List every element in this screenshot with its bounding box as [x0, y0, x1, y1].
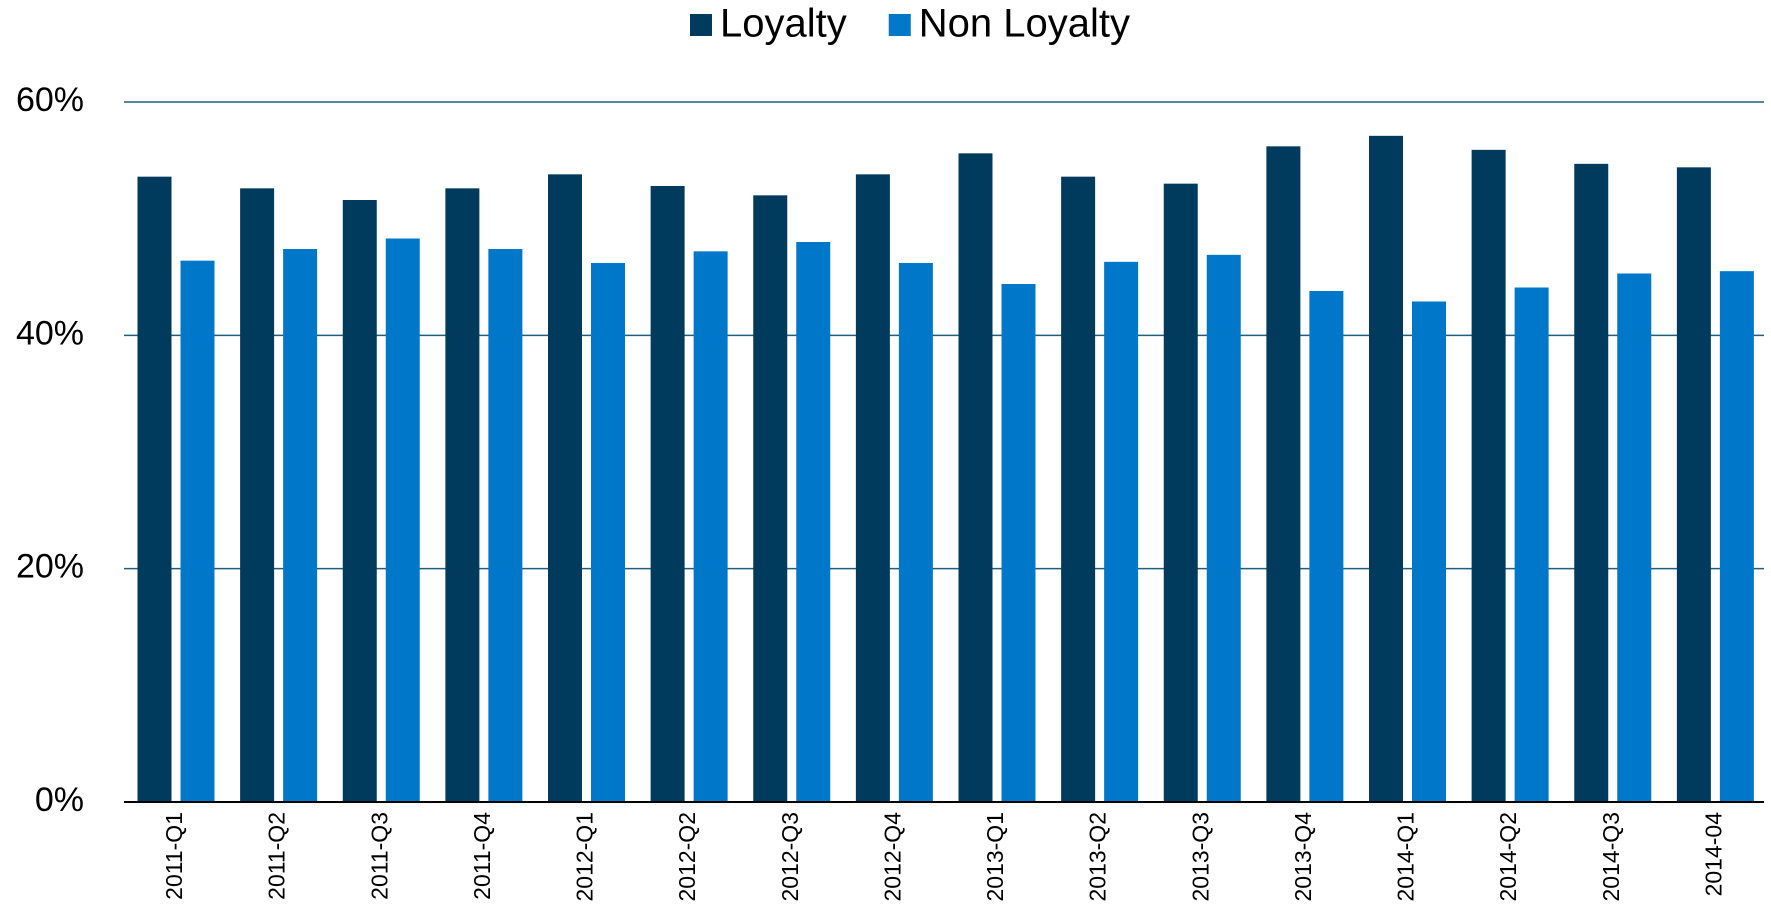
legend-swatch: [690, 14, 712, 36]
bar: [1001, 284, 1036, 802]
x-tick-label: 2013-Q4: [1290, 812, 1316, 902]
x-tick-label: 2013-Q3: [1187, 812, 1213, 902]
bar: [283, 249, 318, 802]
x-tick-label: 2011-Q4: [469, 812, 495, 900]
bar: [342, 200, 377, 802]
bar: [385, 238, 420, 802]
x-tick-label: 2011-Q1: [161, 812, 187, 900]
y-tick-label: 60%: [16, 81, 84, 119]
bar: [650, 186, 685, 802]
x-tick-label: 2013-Q2: [1085, 812, 1111, 902]
bar: [855, 174, 890, 803]
y-tick-label: 40%: [16, 314, 84, 352]
x-tick-label: 2012-Q2: [674, 812, 700, 902]
legend-label: Loyalty: [720, 2, 847, 46]
bar: [958, 153, 993, 803]
bar: [591, 263, 625, 802]
bar: [898, 263, 933, 802]
x-tick-label: 2011-Q2: [264, 812, 290, 900]
bar: [1104, 261, 1139, 802]
bar: [1163, 183, 1198, 802]
bar: [796, 242, 831, 802]
bar: [1061, 176, 1096, 802]
bar: [1206, 254, 1241, 803]
x-tick-label: 2014-Q3: [1598, 812, 1624, 902]
bar: [753, 195, 788, 803]
bar: [1369, 135, 1403, 803]
x-tick-label: 2014-Q2: [1495, 812, 1521, 902]
bar: [1514, 287, 1549, 802]
bar: [488, 249, 523, 802]
legend-label: Non Loyalty: [919, 2, 1130, 46]
bar: [1617, 273, 1652, 802]
x-tick-label: 2014-Q1: [1393, 812, 1419, 902]
x-tick-label: 2013-Q1: [982, 812, 1008, 902]
y-tick-label: 20%: [16, 548, 84, 586]
bar: [1471, 149, 1506, 803]
x-tick-label: 2012-Q3: [777, 812, 803, 902]
bar: [1309, 291, 1344, 802]
bar: [1719, 271, 1754, 803]
legend-swatch: [888, 14, 911, 36]
bar: [240, 188, 275, 803]
x-tick-label: 2011-Q3: [366, 812, 392, 900]
y-tick-label: 0%: [35, 781, 84, 819]
bar: [1266, 146, 1301, 803]
x-tick-label: 2012-Q4: [879, 812, 905, 902]
bar: [137, 176, 172, 802]
bar: [1676, 167, 1711, 803]
bar: [445, 188, 480, 803]
x-tick-label: 2014-04: [1700, 812, 1726, 897]
bar: [693, 251, 728, 803]
bar: [1412, 301, 1446, 802]
bar: [180, 260, 215, 803]
bar: [548, 174, 582, 803]
bar: [1574, 163, 1609, 803]
x-tick-label: 2012-Q1: [572, 812, 598, 902]
